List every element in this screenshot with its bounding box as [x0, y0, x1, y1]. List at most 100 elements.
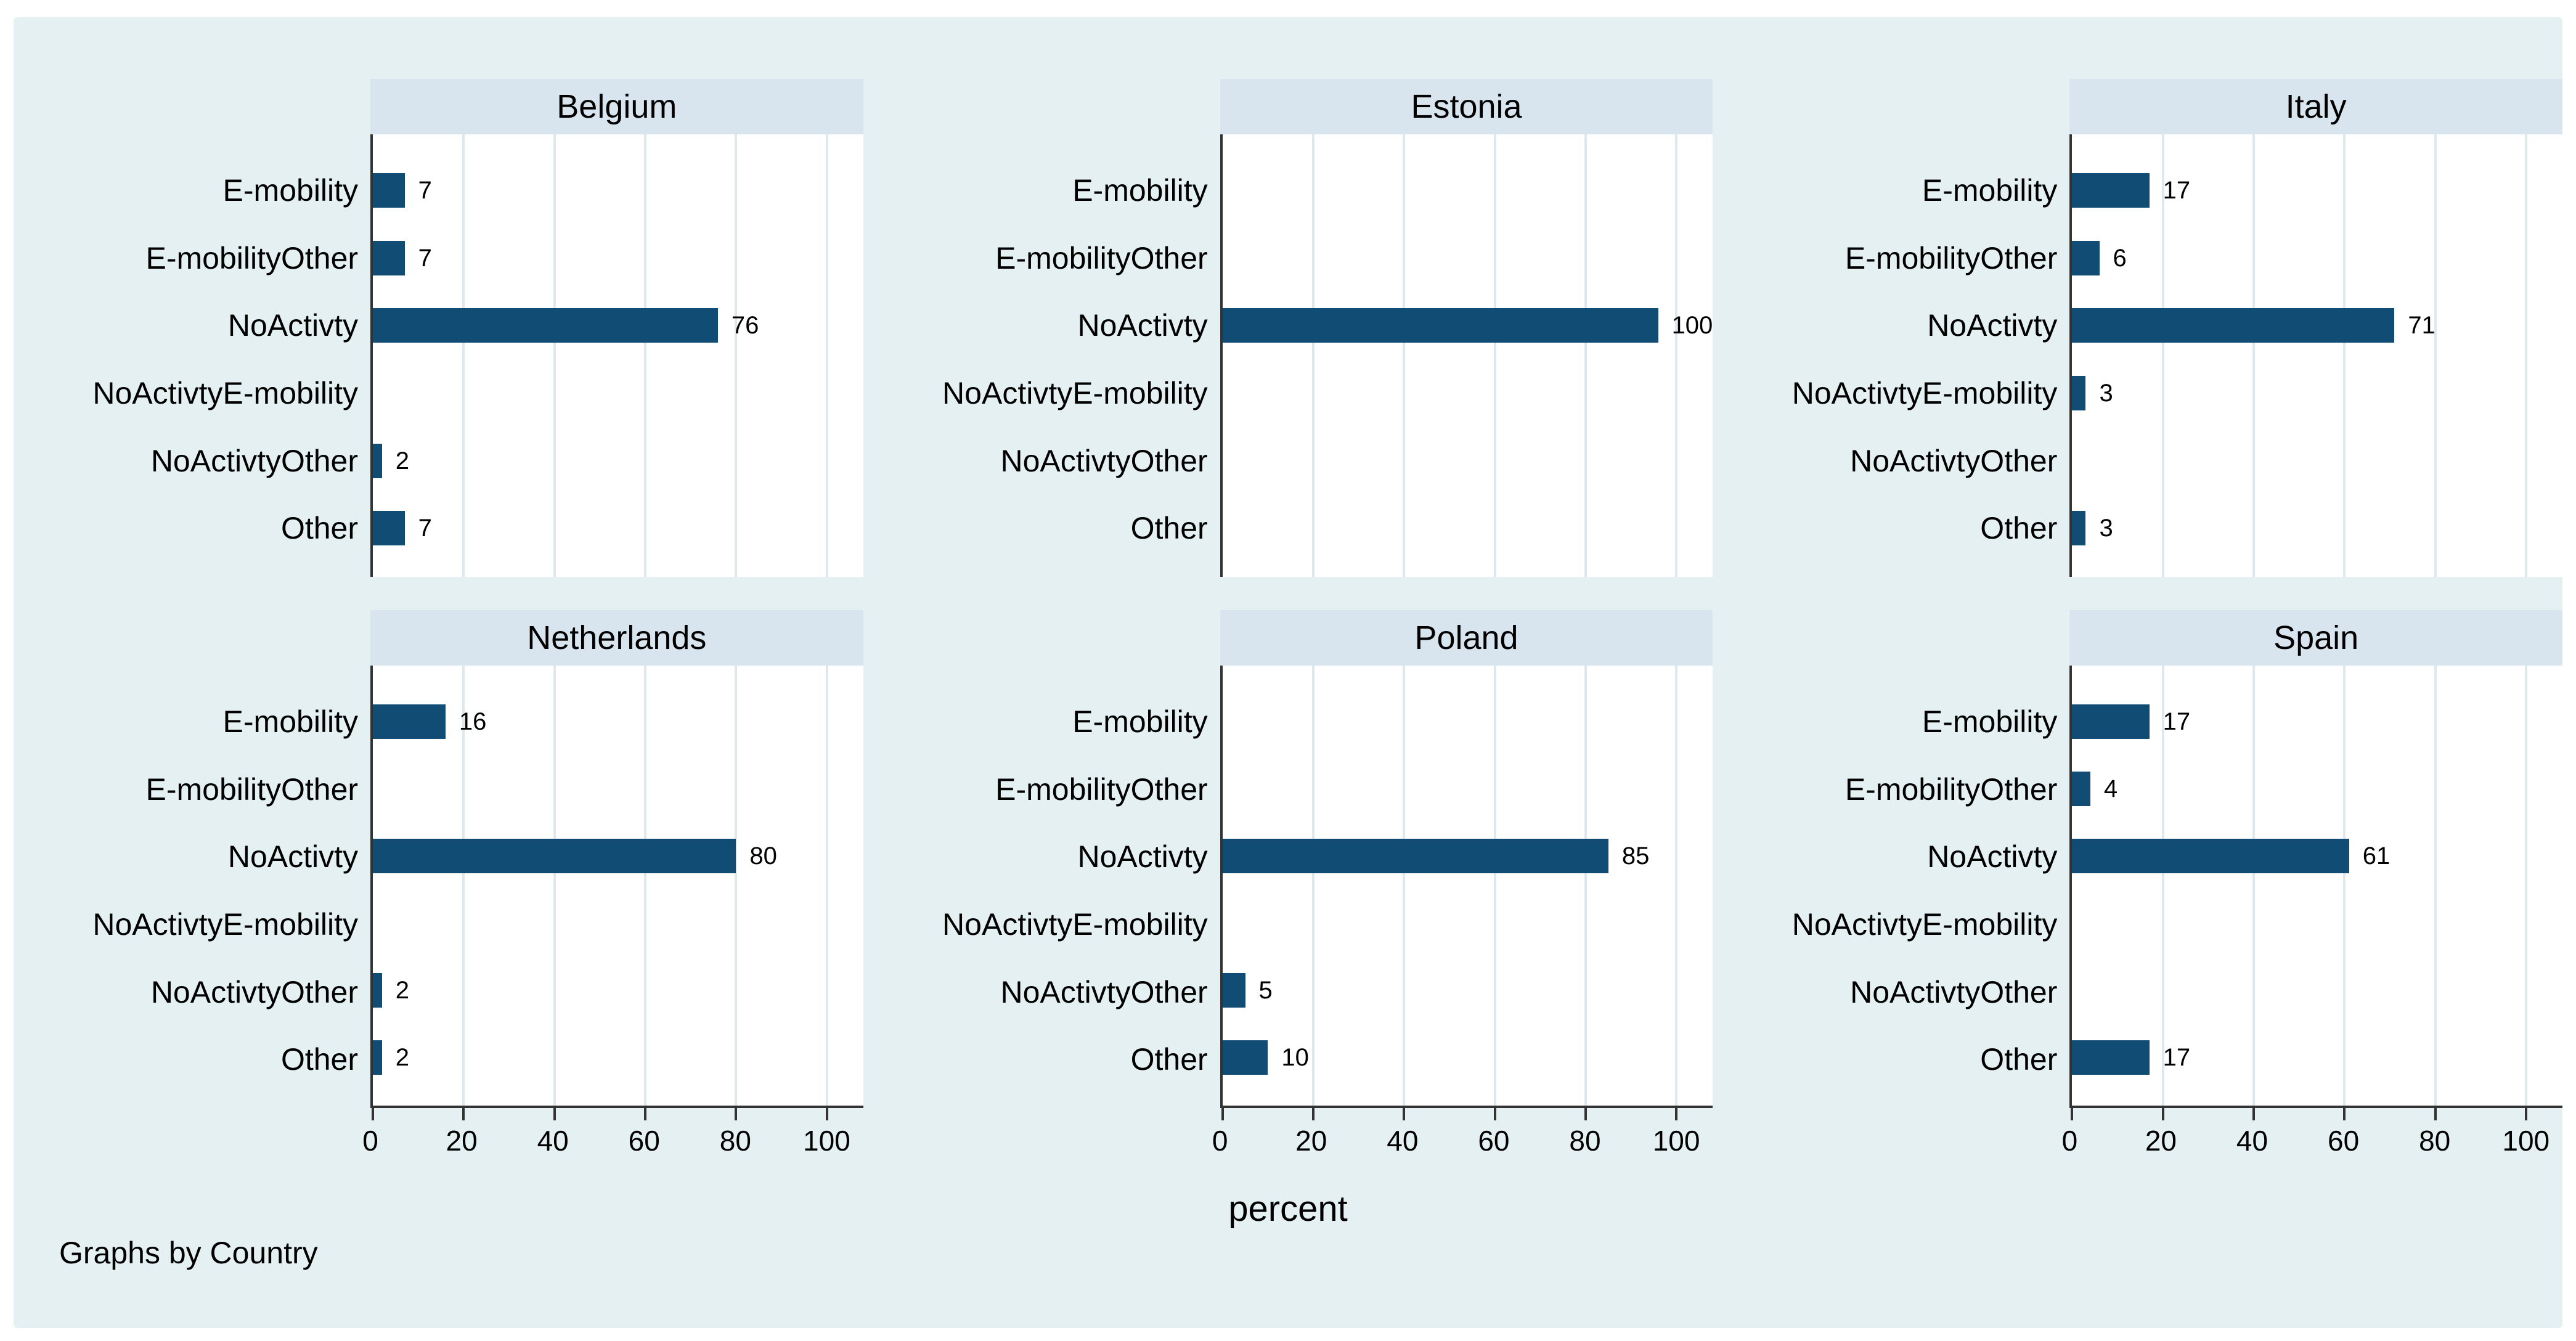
category-label-row: NoActivtyE-mobility: [1713, 359, 2058, 427]
category-labels: E-mobility E-mobilityOther NoActivty NoActi…: [14, 610, 370, 1108]
value-label: 17: [2162, 1043, 2191, 1071]
x-axis-tick: [2343, 1106, 2346, 1120]
category-label: NoActivty: [1927, 308, 2058, 343]
category-label: E-mobilityOther: [145, 240, 359, 275]
category-label: E-mobility: [1072, 704, 1208, 739]
gridline: [1675, 134, 1678, 577]
category-label-row: E-mobilityOther: [14, 756, 359, 823]
gridline: [2161, 134, 2164, 577]
gridline: [2343, 134, 2346, 577]
panel-title: Belgium: [370, 79, 863, 134]
bars-container: 17 4 61 17: [2072, 666, 2562, 1106]
x-axis-tick-label: 100: [803, 1125, 850, 1157]
category-label: E-mobilityOther: [145, 772, 359, 807]
category-label-row: NoActivty: [1713, 291, 2057, 359]
gridline: [2161, 666, 2164, 1106]
panels-grid: E-mobility E-mobilityOther NoActivty NoActi…: [14, 17, 2562, 1171]
category-labels-inner: E-mobility E-mobilityOther NoActivty NoActi…: [14, 134, 358, 577]
value-label: 2: [395, 1043, 409, 1071]
value-label: 16: [459, 707, 487, 735]
plot-column: Italy 17 6 71 3 3: [2069, 79, 2562, 577]
panel-belgium: E-mobility E-mobilityOther NoActivty NoActi…: [14, 79, 863, 577]
bar-row: [2072, 427, 2562, 495]
category-label: NoActivtyE-mobility: [92, 375, 359, 410]
gridline: [735, 666, 738, 1106]
category-label-row: E-mobilityOther: [1713, 224, 2058, 292]
x-axis-ticks: [2071, 1106, 2562, 1122]
x-axis-tick-label: 80: [2419, 1125, 2451, 1157]
category-label: E-mobility: [222, 704, 359, 739]
value-label: 6: [2113, 244, 2127, 272]
category-label: NoActivtyE-mobility: [1791, 375, 2058, 410]
bar-row: 80: [373, 822, 863, 889]
panel-title: Spain: [2069, 610, 2562, 666]
bar-row: 71: [2072, 291, 2562, 359]
category-label-row: NoActivtyE-mobility: [14, 891, 358, 958]
bar: [2072, 1040, 2150, 1075]
bar: [2072, 173, 2150, 208]
x-axis-tick-labels: 0 20 40 60 80 100: [362, 1125, 863, 1171]
gridline: [644, 666, 647, 1106]
x-axis-tick-label: 80: [1569, 1125, 1601, 1157]
bar-row: [1223, 224, 1713, 292]
bar-row: 10: [1222, 1024, 1713, 1091]
value-label: 80: [749, 842, 777, 870]
bar: [373, 240, 405, 275]
figure-note: Graphs by Country: [59, 1236, 318, 1270]
plot-area: 100: [1220, 134, 1713, 577]
category-label-row: NoActivtyE-mobility: [863, 359, 1208, 427]
category-label: NoActivty: [227, 308, 359, 343]
x-axis-tick-label: 0: [2061, 1125, 2078, 1157]
x-axis-tick: [2434, 1106, 2437, 1120]
x-axis-tick: [2161, 1106, 2164, 1120]
x-axis-tick: [2071, 1106, 2074, 1120]
x-axis-tick-label: 20: [2145, 1125, 2177, 1157]
category-label-row: NoActivtyOther: [14, 427, 358, 495]
x-axis-tick-label: 60: [2327, 1125, 2360, 1157]
panel-title: Italy: [2069, 79, 2562, 134]
gridline: [644, 134, 647, 577]
bar: [2072, 511, 2086, 546]
category-label-row: E-mobility: [863, 688, 1208, 756]
gridline: [462, 134, 465, 577]
gridline: [1493, 134, 1496, 577]
value-label: 3: [2099, 379, 2113, 407]
gridline: [2525, 134, 2528, 577]
x-axis-tick-labels: 0 20 40 60 80 100: [1212, 1125, 1713, 1171]
x-axis-tick: [1403, 1106, 1406, 1120]
category-label: Other: [1980, 1042, 2058, 1077]
category-label-row: Other: [1713, 1025, 2057, 1093]
bars-container: 17 6 71 3 3: [2072, 134, 2562, 577]
bar-row: 2: [373, 956, 863, 1024]
x-axis-tick: [1584, 1106, 1588, 1120]
bar: [1222, 1040, 1268, 1075]
x-axis-tick-label: 0: [362, 1125, 378, 1157]
x-axis-tick-label: 100: [1652, 1125, 1700, 1157]
panel-estonia: E-mobility E-mobilityOther NoActivty NoActi…: [863, 79, 1713, 577]
value-label: 7: [418, 176, 432, 204]
bar: [373, 1040, 382, 1075]
category-label-row: E-mobility: [1713, 688, 2057, 756]
value-label: 61: [2362, 842, 2391, 870]
bar-row: 76: [373, 291, 863, 359]
category-label: Other: [1130, 511, 1208, 546]
category-label-row: NoActivtyE-mobility: [14, 359, 358, 427]
category-label-row: NoActivty: [1713, 823, 2057, 891]
gridline: [1584, 666, 1588, 1106]
x-axis-tick-label: 40: [1387, 1125, 1419, 1157]
x-axis-tick: [462, 1106, 465, 1120]
category-label-row: NoActivtyE-mobility: [1713, 891, 2058, 958]
plot-column: Spain 17 4 61 17 0 20 40 60 80 100: [2062, 610, 2562, 1171]
gridline: [1584, 134, 1588, 577]
x-axis-tick-label: 80: [719, 1125, 751, 1157]
category-label: E-mobilityOther: [995, 772, 1208, 807]
category-label: NoActivty: [1077, 839, 1208, 874]
bar-row: 17: [2072, 688, 2562, 755]
x-axis-tick-label: 20: [1295, 1125, 1327, 1157]
x-axis-tick: [1221, 1106, 1224, 1120]
plot-area: 17 6 71 3 3: [2069, 134, 2562, 577]
bar: [2072, 704, 2150, 739]
category-label-row: E-mobility: [863, 157, 1207, 224]
category-labels-inner: E-mobility E-mobilityOther NoActivty NoActi…: [1713, 134, 2058, 577]
category-label-row: Other: [14, 1025, 358, 1093]
